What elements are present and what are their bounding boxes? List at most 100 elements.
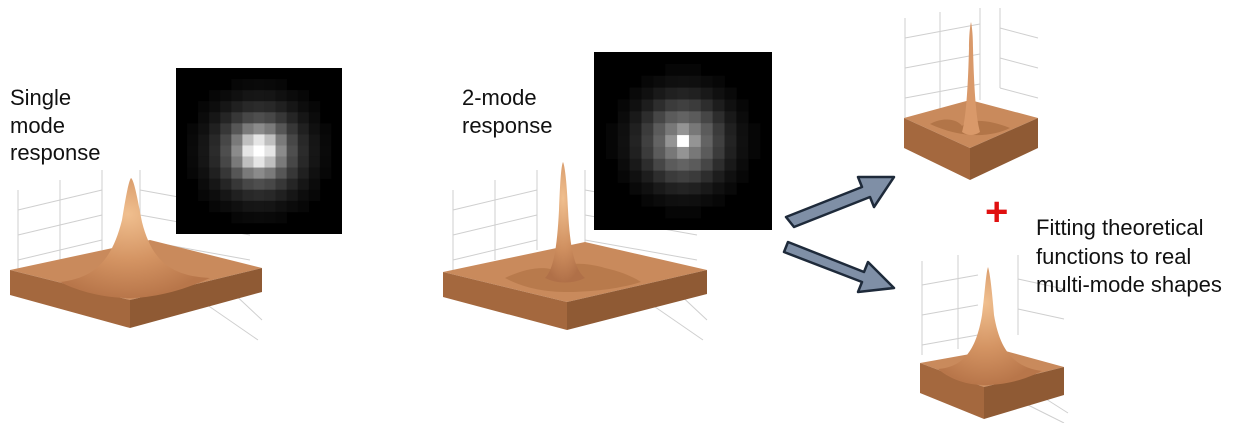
beam-pixel [286,156,299,168]
surface-peak [938,267,1042,385]
beam-pixel [231,123,243,135]
beam-pixel [712,158,725,171]
beam-pixel [220,134,232,146]
beam-pixel [677,123,690,136]
beam-pixel [198,134,210,146]
beam-pixel [700,75,713,88]
beam-pixel [231,79,243,91]
beam-pixel [220,123,232,135]
beam-pixel [629,158,642,171]
beam-pixel [700,135,713,148]
beam-pixel [665,63,678,77]
beam-pixel [617,170,630,183]
beam-pixel [275,145,287,157]
beam-pixel [231,211,243,224]
beam-pixel [198,112,210,124]
beam-pixel [231,189,243,202]
beam-pixel [712,182,725,195]
beam-pixel [242,145,254,157]
beam-pixel [253,167,265,179]
fitted-narrow-peak-plot [904,8,1039,180]
beam-pixel [688,146,702,160]
beam-pixel [629,111,642,124]
beam-pixel [308,156,321,168]
beam-pixel [665,158,678,171]
beam-pixel [275,112,287,124]
beam-pixel [700,123,713,136]
beam-pixel [653,158,666,171]
beam-pixel [231,112,243,124]
beam-pixel [677,63,690,77]
beam-pixel [297,112,310,124]
beam-pixel [700,111,713,124]
beam-pixel [242,178,254,191]
beam-pixel [665,75,678,88]
beam-pixel [308,123,321,135]
beam-pixel [677,87,690,100]
beam-pixel [220,112,232,124]
beam-pixel [712,146,725,160]
beam-pixel [712,170,725,183]
surface-peak [962,22,980,135]
surface-peak [545,162,585,283]
beam-pixel [253,189,265,202]
beam-pixel [665,135,678,148]
beam-pixel [253,112,265,124]
beam-pixel [253,211,265,224]
beam-pixel [242,101,254,113]
beam-pixel [641,75,654,88]
beam-pixel [748,146,761,160]
beam-pixel [264,200,276,213]
beam-pixel [653,75,666,88]
beam-pixel [724,182,737,195]
beam-pixel [264,189,276,202]
beam-pixel [242,123,254,135]
beam-pixel [677,99,690,112]
beam-pixel [736,135,749,148]
beam-pixel [242,200,254,213]
beam-pixel [665,111,678,124]
beam-pixel [319,145,332,157]
single-mode-label: Single mode response [10,85,101,165]
beam-pixel [264,134,276,146]
beam-pixel [736,146,749,160]
beam-pixel [665,123,678,136]
beam-pixel [688,158,702,171]
beam-pixel [220,101,232,113]
beam-pixel [231,145,243,157]
beam-pixel [253,123,265,135]
beam-pixel [688,194,702,207]
beam-pixel [209,156,221,168]
beam-pixel [275,123,287,135]
beam-pixel [629,170,642,183]
beam-pixel [653,135,666,148]
beam-pixel [253,200,265,213]
beam-pixel [264,211,276,224]
beam-pixel [665,182,678,195]
beam-pixel [242,134,254,146]
beam-pixel [209,101,221,113]
two-mode-surface-plot [443,162,708,341]
beam-pixel [688,206,702,219]
beam-pixel [712,111,725,124]
two-mode-label: 2-mode response [462,85,553,138]
beam-pixel [653,170,666,183]
beam-pixel [286,101,299,113]
beam-pixel [677,111,690,124]
beam-pixel [641,194,654,207]
beam-pixel [209,123,221,135]
beam-pixel [198,156,210,168]
beam-pixel [253,79,265,91]
beam-pixel [220,178,232,191]
beam-pixel [308,178,321,191]
beam-pixel [308,101,321,113]
beam-pixel [736,170,749,183]
beam-pixel [198,189,210,202]
fitting-caption: Fitting theoretical functions to real mu… [1036,215,1222,298]
beam-pixel [286,123,299,135]
beam-pixel [242,90,254,102]
beam-pixel [286,112,299,124]
beam-pixel [220,200,232,213]
beam-pixel [712,75,725,88]
beam-pixel [297,90,310,102]
